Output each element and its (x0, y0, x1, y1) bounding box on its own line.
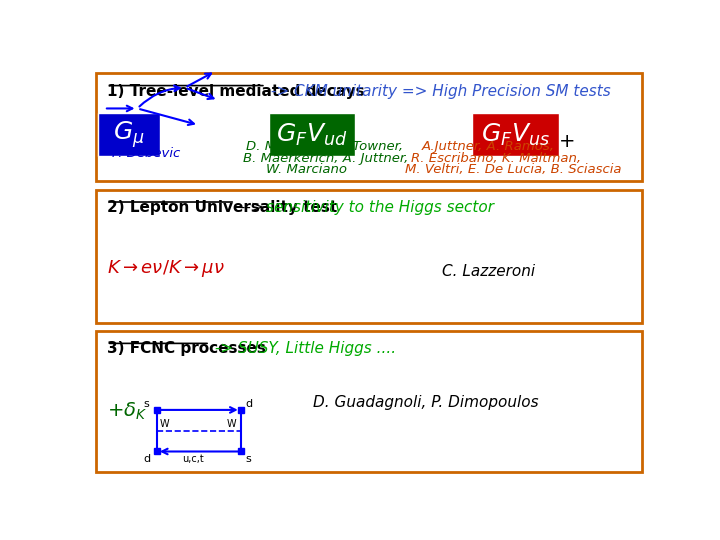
Text: A.Juttner, A. Ramos,: A.Juttner, A. Ramos, (422, 140, 555, 153)
Text: sensitivity to the Higgs sector: sensitivity to the Higgs sector (266, 200, 494, 215)
Text: P. Debevic: P. Debevic (112, 146, 181, 160)
Text: R. Escribano, K. Maltman,: R. Escribano, K. Maltman, (411, 152, 581, 165)
Text: D. Guadagnoli, P. Dimopoulos: D. Guadagnoli, P. Dimopoulos (313, 395, 539, 410)
Text: -->: --> (235, 200, 274, 215)
Text: s: s (245, 454, 251, 464)
Text: D. Melconian, I. Towner,: D. Melconian, I. Towner, (246, 140, 403, 153)
Text: C. Lazzeroni: C. Lazzeroni (441, 264, 535, 279)
Text: $K{\to}e\nu/K{\to}\mu\nu$: $K{\to}e\nu/K{\to}\mu\nu$ (107, 258, 225, 279)
Text: W: W (160, 420, 169, 429)
Text: $+\delta_K$: $+\delta_K$ (107, 401, 147, 422)
FancyBboxPatch shape (472, 113, 559, 156)
Text: +: + (559, 132, 575, 151)
FancyBboxPatch shape (96, 73, 642, 181)
Text: s: s (143, 399, 149, 409)
FancyBboxPatch shape (99, 113, 160, 156)
Text: W. Marciano: W. Marciano (266, 163, 347, 176)
Text: $G_F V_{us}$: $G_F V_{us}$ (481, 122, 550, 147)
FancyBboxPatch shape (96, 190, 642, 322)
Text: M. Veltri, E. De Lucia, B. Sciascia: M. Veltri, E. De Lucia, B. Sciascia (405, 163, 622, 176)
Text: u,c,t: u,c,t (182, 454, 204, 464)
FancyBboxPatch shape (269, 113, 355, 156)
Text: d: d (143, 454, 150, 464)
Text: 3) FCNC processes: 3) FCNC processes (107, 341, 266, 356)
Text: 2) Lepton Universality test: 2) Lepton Universality test (107, 200, 337, 215)
Text: 1) Tree-level mediated decays: 1) Tree-level mediated decays (107, 84, 364, 98)
Text: -> CKM unitarity => High Precision SM tests: -> CKM unitarity => High Precision SM te… (266, 84, 611, 98)
Text: -> SUSY, Little Higgs ....: -> SUSY, Little Higgs .... (210, 341, 396, 356)
Text: $G_F V_{ud}$: $G_F V_{ud}$ (276, 122, 348, 147)
Text: B. Maerkerich, A. Juttner,: B. Maerkerich, A. Juttner, (243, 152, 409, 165)
Text: W: W (227, 420, 236, 429)
Text: d: d (245, 399, 252, 409)
Text: $G_{\mu}$: $G_{\mu}$ (113, 119, 145, 150)
FancyBboxPatch shape (96, 331, 642, 472)
